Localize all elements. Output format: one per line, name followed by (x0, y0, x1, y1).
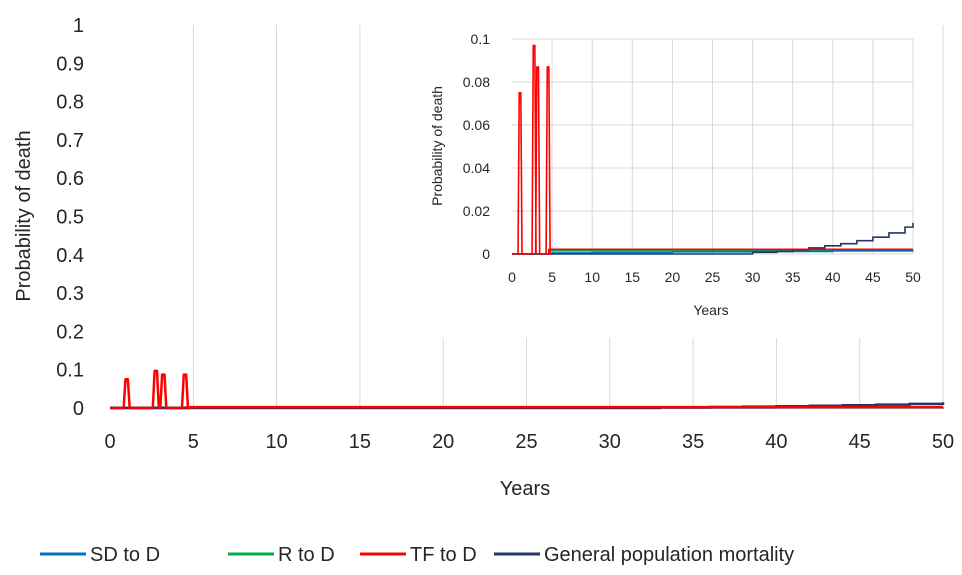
legend-label: TF to D (410, 544, 477, 566)
x-tick-label: 45 (865, 269, 881, 285)
inset-panel (408, 16, 938, 338)
legend-label: General population mortality (544, 544, 794, 566)
x-tick-label: 25 (705, 269, 721, 285)
main-y-axis-label: Probability of death (13, 130, 35, 301)
main-series-group (110, 369, 945, 410)
main-x-tick-labels: 0 5 10 15 20 25 30 35 40 45 50 (104, 431, 954, 453)
y-tick-label: 0.3 (56, 283, 84, 305)
y-tick-label: 0.06 (463, 117, 490, 133)
series-line-tf-to-d (110, 369, 943, 410)
inset-gridlines (512, 38, 914, 255)
legend: SD to D R to D TF to D General population m… (40, 544, 794, 566)
legend-item: TF to D (360, 544, 477, 566)
y-tick-label: 0.6 (56, 168, 84, 190)
x-tick-label: 5 (188, 431, 199, 453)
y-tick-label: 0.9 (56, 53, 84, 75)
y-tick-label: 0 (482, 246, 490, 262)
series-line-general-population-mortality (512, 222, 914, 255)
y-tick-label: 0.5 (56, 207, 84, 229)
inset-x-axis-label: Years (693, 302, 728, 318)
x-tick-label: 0 (104, 431, 115, 453)
y-tick-label: 0.04 (463, 160, 490, 176)
legend-label: SD to D (90, 544, 160, 566)
inset-y-axis-label: Probability of death (429, 86, 445, 206)
y-tick-label: 0 (73, 398, 84, 420)
y-tick-label: 0.1 (56, 360, 84, 382)
y-tick-label: 0.7 (56, 130, 84, 152)
x-tick-label: 0 (508, 269, 516, 285)
x-tick-label: 50 (905, 269, 921, 285)
inset-y-tick-labels: 0 0.02 0.04 0.06 0.08 0.1 (463, 31, 490, 262)
main-y-tick-labels: 0 0.1 0.2 0.3 0.4 0.5 0.6 0.7 0.8 0.9 1 (56, 15, 84, 420)
legend-item: R to D (228, 544, 335, 566)
inset-x-tick-labels: 0 5 10 15 20 25 30 35 40 45 50 (508, 269, 921, 285)
y-tick-label: 1 (73, 15, 84, 37)
x-tick-label: 50 (932, 431, 954, 453)
legend-label: R to D (278, 544, 335, 566)
inset-series-group (512, 44, 914, 255)
y-tick-label: 0.1 (471, 31, 491, 47)
legend-item: General population mortality (494, 544, 794, 566)
series-line-sd-to-d (512, 249, 914, 255)
x-tick-label: 15 (349, 431, 371, 453)
x-tick-label: 30 (599, 431, 621, 453)
main-x-axis-label: Years (500, 478, 550, 500)
y-tick-label: 0.2 (56, 321, 84, 343)
x-tick-label: 5 (548, 269, 556, 285)
x-tick-label: 35 (682, 431, 704, 453)
y-tick-label: 0.4 (56, 245, 84, 267)
x-tick-label: 10 (265, 431, 287, 453)
legend-item: SD to D (40, 544, 160, 566)
x-tick-label: 40 (825, 269, 841, 285)
x-tick-label: 15 (625, 269, 641, 285)
x-tick-label: 20 (665, 269, 681, 285)
x-tick-label: 45 (849, 431, 871, 453)
y-tick-label: 0.02 (463, 203, 490, 219)
x-tick-label: 30 (745, 269, 761, 285)
x-tick-label: 25 (515, 431, 537, 453)
y-tick-label: 0.8 (56, 92, 84, 114)
x-tick-label: 40 (765, 431, 787, 453)
x-tick-label: 10 (584, 269, 600, 285)
x-tick-label: 35 (785, 269, 801, 285)
x-tick-label: 20 (432, 431, 454, 453)
y-tick-label: 0.08 (463, 74, 490, 90)
series-line-tf-to-d (512, 44, 913, 255)
